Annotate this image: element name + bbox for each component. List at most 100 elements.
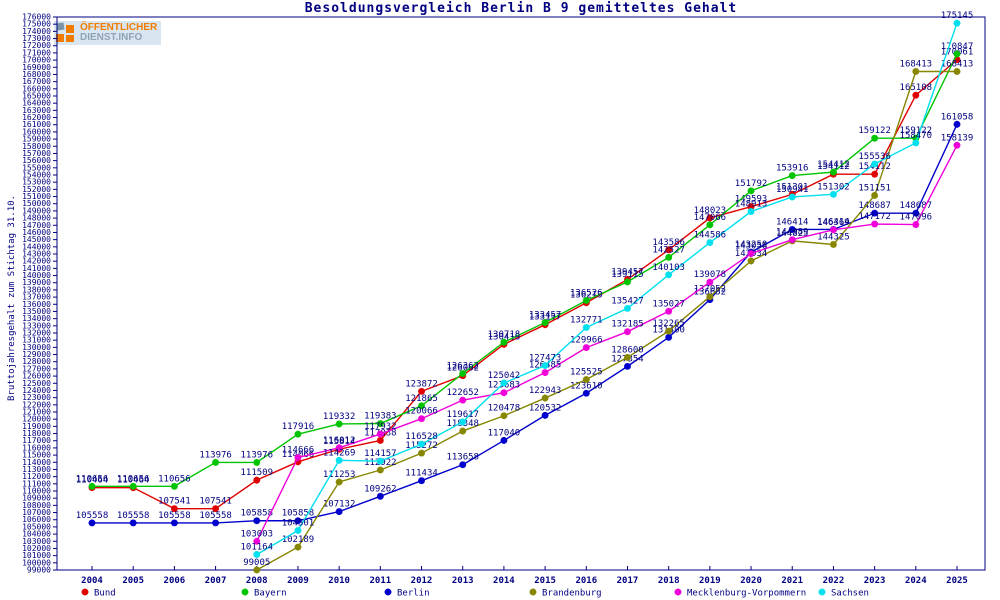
data-point-sachsen-2010 [335, 456, 343, 464]
x-tick-label: 2019 [699, 576, 721, 586]
x-tick-label: 2006 [164, 576, 186, 586]
y-tick-label: 138000 [22, 285, 51, 294]
data-point-mecklenburg-vorpommern-2016 [582, 344, 590, 352]
data-point-label-sachsen-2009: 104501 [282, 518, 315, 528]
y-tick-label: 164000 [22, 99, 51, 108]
data-point-label-berlin-2020: 143250 [735, 240, 768, 250]
data-point-berlin-2018 [665, 333, 673, 341]
data-point-label-berlin-2015: 120532 [529, 403, 562, 413]
y-tick-label: 132000 [22, 329, 51, 338]
data-point-label-berlin-2014: 117040 [488, 428, 521, 438]
data-point-brandenburg-2009 [294, 543, 302, 551]
data-point-label-mecklenburg-vorpommern-2019: 139078 [694, 270, 727, 280]
y-tick-label: 163000 [22, 106, 51, 115]
data-point-berlin-2012 [418, 477, 425, 485]
y-tick-label: 141000 [22, 264, 51, 273]
series-line-mecklenburg-vorpommern [256, 144, 958, 542]
data-point-label-bayern-2012: 121865 [405, 394, 438, 404]
data-point-label-sachsen-2020: 148913 [735, 200, 768, 210]
data-point-label-brandenburg-2014: 120478 [488, 404, 521, 414]
data-point-label-bayern-2024: 159122 [900, 126, 933, 136]
data-point-label-brandenburg-2010: 111253 [323, 470, 356, 480]
y-tick-label: 121000 [22, 408, 51, 417]
y-tick-label: 172000 [22, 41, 51, 50]
data-point-sachsen-2014 [500, 379, 508, 387]
data-point-label-sachsen-2011: 114157 [364, 449, 397, 459]
data-point-bund-2024 [912, 91, 920, 99]
data-point-bund-2009 [294, 458, 302, 466]
data-point-berlin-2016 [582, 389, 590, 397]
data-point-label-mecklenburg-vorpommern-2016: 129966 [570, 336, 603, 346]
data-point-label-bund-2004: 110464 [76, 476, 109, 486]
data-point-mecklenburg-vorpommern-2022 [830, 226, 837, 234]
data-point-label-mecklenburg-vorpommern-2017: 132185 [611, 320, 644, 330]
data-point-bayern-2020 [747, 187, 755, 195]
data-point-bund-2018 [665, 246, 673, 254]
y-tick-label: 170000 [22, 56, 51, 65]
data-point-label-mecklenburg-vorpommern-2020: 143058 [735, 242, 768, 252]
data-point-bund-2019 [706, 214, 714, 222]
data-point-bund-2012 [418, 387, 425, 395]
data-point-berlin-2014 [500, 437, 508, 444]
y-tick-label: 168000 [22, 70, 51, 79]
data-point-label-sachsen-2015: 127473 [529, 354, 562, 364]
data-point-label-sachsen-2008: 101164 [241, 542, 274, 552]
data-point-label-bayern-2019: 147066 [694, 213, 727, 223]
data-point-label-bund-2013: 126062 [446, 364, 479, 374]
data-point-label-bayern-2013: 126362 [446, 361, 479, 371]
y-tick-label: 176000 [22, 13, 51, 22]
data-point-mecklenburg-vorpommern-2023 [871, 220, 879, 228]
data-point-label-bund-2010: 115814 [323, 437, 356, 447]
data-point-brandenburg-2013 [459, 427, 467, 435]
data-point-brandenburg-2019 [706, 293, 714, 301]
data-point-label-bund-2005: 110464 [117, 476, 150, 486]
data-point-mecklenburg-vorpommern-2025 [953, 141, 961, 149]
y-tick-label: 147000 [22, 221, 51, 230]
series-line-bund [92, 59, 958, 510]
data-point-bund-2008 [253, 476, 261, 484]
data-point-label-mecklenburg-vorpommern-2025: 158139 [941, 133, 974, 143]
y-tick-label: 101000 [22, 551, 51, 560]
y-tick-label: 158000 [22, 142, 51, 151]
x-tick-label: 2023 [864, 576, 886, 586]
data-point-sachsen-2021 [788, 193, 796, 201]
data-point-mecklenburg-vorpommern-2008 [253, 537, 261, 545]
y-tick-label: 174000 [22, 27, 51, 36]
data-point-label-sachsen-2018: 140103 [652, 263, 685, 273]
data-point-label-bayern-2022: 154412 [817, 160, 850, 170]
data-point-berlin-2013 [459, 461, 467, 469]
data-point-label-sachsen-2021: 150941 [776, 185, 809, 195]
x-tick-label: 2004 [81, 576, 103, 586]
x-tick-label: 2009 [287, 576, 309, 586]
data-point-label-berlin-2009: 105858 [282, 509, 315, 519]
data-point-label-berlin-2010: 107132 [323, 500, 356, 510]
data-point-sachsen-2020 [747, 208, 755, 215]
data-point-berlin-2007 [212, 519, 219, 527]
data-point-label-sachsen-2016: 132771 [570, 315, 603, 325]
y-tick-label: 159000 [22, 135, 51, 144]
y-tick-label: 103000 [22, 537, 51, 546]
data-point-label-mecklenburg-vorpommern-2012: 120066 [405, 407, 438, 417]
y-tick-label: 145000 [22, 235, 51, 244]
legend-label-bayern: Bayern [254, 589, 287, 599]
data-point-label-mecklenburg-vorpommern-2021: 144989 [776, 228, 809, 238]
y-tick-label: 117000 [22, 436, 51, 445]
y-tick-label: 167000 [22, 77, 51, 86]
data-point-mecklenburg-vorpommern-2010 [335, 444, 343, 452]
y-tick-label: 130000 [22, 343, 51, 352]
data-point-sachsen-2023 [871, 160, 879, 168]
y-tick-label: 127000 [22, 364, 51, 373]
y-tick-label: 151000 [22, 192, 51, 201]
data-point-brandenburg-2025 [953, 68, 961, 75]
y-tick-label: 115000 [22, 451, 51, 460]
x-tick-label: 2012 [411, 576, 433, 586]
y-tick-label: 143000 [22, 250, 51, 259]
y-tick-label: 171000 [22, 48, 51, 57]
data-point-bayern-2006 [170, 482, 178, 490]
data-point-label-berlin-2023: 148687 [858, 201, 891, 211]
data-point-label-bayern-2015: 133457 [529, 311, 562, 321]
x-tick-label: 2007 [205, 576, 227, 586]
y-tick-label: 125000 [22, 379, 51, 388]
